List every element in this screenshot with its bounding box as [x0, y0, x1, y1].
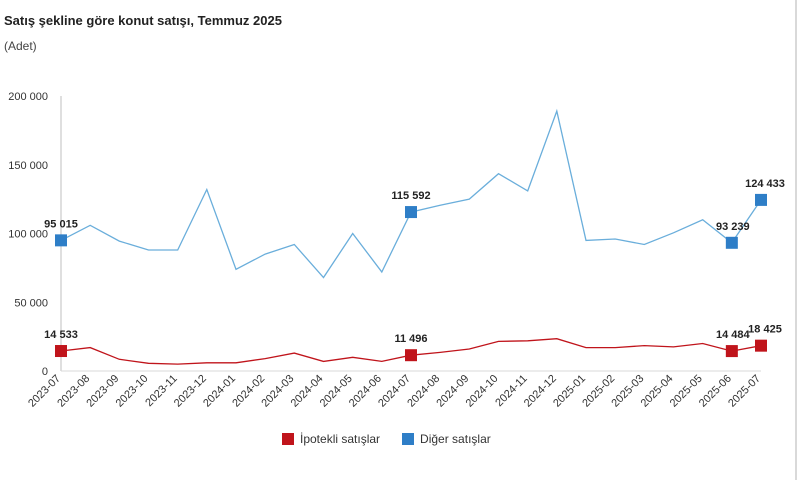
data-point-ipotekli	[405, 349, 417, 362]
frame-border	[795, 0, 797, 480]
x-tick-label: 2025-07	[726, 373, 763, 410]
chart-unit-label: (Adet)	[4, 39, 37, 53]
y-tick-label: 0	[42, 366, 48, 378]
data-label: 115 592	[391, 190, 430, 202]
data-point-ipotekli	[55, 345, 67, 358]
x-tick-label: 2023-10	[114, 373, 151, 410]
data-point-ipotekli	[755, 339, 767, 352]
y-tick-label: 100 000	[8, 229, 48, 241]
legend-label-ipotekli: İpotekli satışlar	[300, 432, 381, 446]
data-point-ipotekli	[725, 345, 738, 358]
data-label: 124 433	[745, 178, 785, 190]
y-tick-label: 50 000	[14, 297, 48, 309]
data-point-diger	[755, 193, 767, 206]
data-label: 95 015	[44, 218, 78, 230]
legend-item-diger[interactable]: Diğer satışlar	[402, 432, 491, 446]
data-label: 14 484	[716, 329, 751, 341]
chart-title: Satış şekline göre konut satışı, Temmuz …	[4, 13, 282, 28]
legend-label-diger: Diğer satışlar	[420, 432, 491, 446]
y-tick-label: 200 000	[8, 91, 48, 103]
data-point-diger	[725, 236, 738, 249]
y-tick-label: 150 000	[8, 160, 48, 172]
legend-swatch-diger	[402, 433, 415, 445]
data-label: 18 425	[748, 324, 782, 336]
data-label: 93 239	[716, 221, 750, 233]
chart-legend: İpotekli satışlar Diğer satışlar	[282, 432, 491, 446]
data-label: 14 533	[44, 329, 78, 341]
legend-swatch-ipotekli	[282, 433, 294, 445]
legend-item-ipotekli[interactable]: İpotekli satışlar	[282, 432, 380, 446]
data-point-diger	[405, 206, 417, 219]
data-label: 11 496	[394, 333, 427, 345]
x-tick-label: 2024-10	[464, 373, 501, 410]
data-point-diger	[55, 234, 67, 247]
